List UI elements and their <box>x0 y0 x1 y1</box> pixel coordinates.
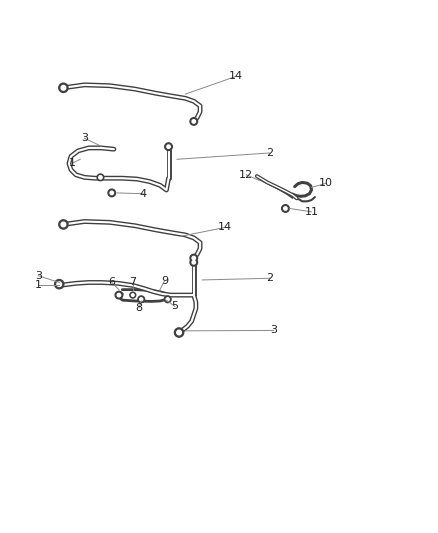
Text: 1: 1 <box>68 158 75 168</box>
Circle shape <box>55 279 64 289</box>
Text: 14: 14 <box>229 71 243 82</box>
Circle shape <box>192 256 195 260</box>
Circle shape <box>59 83 68 92</box>
Text: 3: 3 <box>270 326 277 335</box>
Text: 6: 6 <box>108 278 115 287</box>
Circle shape <box>97 174 104 181</box>
Circle shape <box>192 261 195 264</box>
Circle shape <box>61 85 66 90</box>
Circle shape <box>177 330 181 335</box>
Circle shape <box>108 189 116 197</box>
Circle shape <box>166 298 169 301</box>
Circle shape <box>130 292 136 298</box>
Circle shape <box>174 328 184 337</box>
Text: 9: 9 <box>161 276 168 286</box>
Circle shape <box>131 294 134 296</box>
Text: 2: 2 <box>266 273 273 283</box>
Circle shape <box>167 145 170 148</box>
Circle shape <box>284 207 287 210</box>
Circle shape <box>138 296 145 303</box>
Circle shape <box>140 298 143 301</box>
Text: 12: 12 <box>239 170 254 180</box>
Text: 8: 8 <box>135 303 143 313</box>
Circle shape <box>99 176 102 179</box>
Circle shape <box>190 259 198 266</box>
Text: 14: 14 <box>218 222 233 232</box>
Circle shape <box>165 143 172 150</box>
Text: 11: 11 <box>304 207 318 217</box>
Circle shape <box>57 282 61 286</box>
Circle shape <box>117 293 120 297</box>
Circle shape <box>190 118 198 125</box>
Text: 10: 10 <box>319 178 333 188</box>
Circle shape <box>61 222 66 227</box>
Text: 3: 3 <box>35 271 42 281</box>
Text: 5: 5 <box>171 302 178 311</box>
Text: 2: 2 <box>266 148 273 158</box>
Circle shape <box>164 296 171 303</box>
Circle shape <box>115 292 123 299</box>
Circle shape <box>282 205 289 212</box>
Text: 1: 1 <box>35 280 42 290</box>
Circle shape <box>59 220 68 229</box>
Text: 7: 7 <box>129 278 136 287</box>
Circle shape <box>110 191 113 195</box>
Circle shape <box>190 254 198 262</box>
Circle shape <box>192 120 195 123</box>
Text: 4: 4 <box>140 189 147 199</box>
Text: 3: 3 <box>81 133 88 143</box>
